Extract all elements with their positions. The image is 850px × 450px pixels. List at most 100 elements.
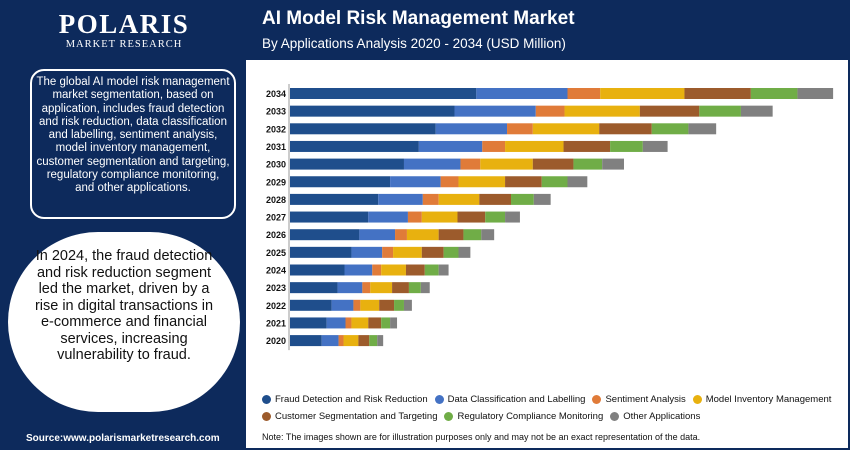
logo-main-text: POLARIS	[58, 9, 190, 39]
bar-segment	[377, 335, 384, 347]
bar-segment	[382, 246, 394, 258]
bar-segment	[362, 282, 371, 294]
bar-segment	[438, 229, 464, 241]
bar-segment	[390, 317, 398, 329]
bar-segment	[610, 140, 643, 152]
bar-segment	[438, 264, 449, 276]
bar-segment	[403, 158, 461, 170]
bar-segment	[563, 140, 611, 152]
legend-swatch	[262, 412, 271, 421]
bar-segment	[507, 123, 533, 135]
chart-legend: Fraud Detection and Risk Reduction Data C…	[262, 391, 842, 425]
bar-segment	[345, 317, 352, 329]
y-tick-label: 2034	[266, 89, 286, 99]
y-tick-label: 2020	[266, 336, 286, 346]
bar-segment	[359, 229, 396, 241]
stacked-bar-chart: 2034 2033 2032 2031 2030 2029 2028 2027 2026 2025…	[266, 84, 834, 351]
bar-segment	[481, 229, 495, 241]
bar-segment	[479, 193, 511, 205]
bar-segment	[420, 282, 430, 294]
bar-segment	[403, 299, 412, 311]
legend-item: Fraud Detection and Risk Reduction	[262, 391, 428, 408]
legend-item: Regulatory Compliance Monitoring	[444, 408, 603, 425]
bar-segment	[505, 140, 564, 152]
legend-swatch	[592, 395, 602, 404]
bar-segment	[408, 282, 421, 294]
y-tick-label: 2032	[266, 124, 286, 134]
y-tick-label: 2021	[266, 318, 286, 328]
bar-segment	[390, 176, 441, 188]
chart-subtitle: By Applications Analysis 2020 - 2034 (US…	[262, 36, 566, 51]
y-tick-label: 2024	[266, 266, 286, 276]
bar-segment	[485, 211, 506, 223]
bar-segment	[338, 335, 344, 347]
bar-segment	[480, 158, 533, 170]
bar-segment	[290, 140, 419, 152]
polaris-logo: POLARIS MARKET RESEARCH	[2, 10, 246, 51]
bar-segment	[421, 211, 458, 223]
bar-segment	[458, 246, 471, 258]
bar-segment	[797, 88, 834, 99]
legend-swatch	[444, 412, 454, 421]
bar-segment	[290, 123, 436, 135]
bar-segment	[435, 123, 508, 135]
bar-segment	[602, 158, 624, 170]
y-tick-label: 2026	[266, 230, 286, 240]
bar-segment	[393, 246, 422, 258]
bar-segment	[564, 105, 640, 117]
bar-segment	[567, 88, 601, 99]
bar-segment	[369, 335, 378, 347]
highlight-box: In 2024, the fraud detection and risk re…	[8, 232, 240, 412]
legend-item: Data Classification and Labelling	[434, 391, 585, 408]
bar-segment	[454, 105, 536, 117]
y-tick-label: 2023	[266, 283, 286, 293]
bar-segment	[541, 176, 568, 188]
bar-segment	[343, 335, 359, 347]
legend-item: Model Inventory Management	[692, 391, 832, 408]
bar-segment	[438, 193, 480, 205]
bar-segment	[381, 317, 391, 329]
bar-segment	[482, 140, 506, 152]
bar-segment	[688, 123, 717, 135]
legend-item: Sentiment Analysis	[592, 391, 686, 408]
y-tick-label: 2027	[266, 213, 286, 223]
bar-segment	[599, 123, 652, 135]
bar-segment	[379, 299, 395, 311]
legend-item: Customer Segmentation and Targeting	[262, 408, 437, 425]
legend-label: Other Applications	[623, 411, 701, 422]
bar-segment	[358, 335, 370, 347]
bar-segment	[505, 176, 542, 188]
bar-segment	[440, 176, 459, 188]
bar-segment	[421, 246, 444, 258]
y-tick-label: 2022	[266, 301, 286, 311]
bar-segment	[290, 317, 327, 329]
bar-segment	[407, 211, 422, 223]
bar-segment	[395, 229, 407, 241]
y-tick-label: 2031	[266, 142, 286, 152]
bar-segment	[290, 282, 338, 294]
legend-swatch	[262, 395, 271, 404]
bar-segment	[290, 211, 369, 223]
bar-segment	[505, 211, 520, 223]
bar-segment	[378, 193, 423, 205]
bar-segment	[372, 264, 382, 276]
bar-segment	[422, 193, 439, 205]
bar-segment	[290, 299, 332, 311]
bar-segment	[290, 264, 345, 276]
bar-segment	[368, 317, 382, 329]
bar-segment	[353, 299, 361, 311]
bar-segment	[290, 88, 477, 99]
bar-segment	[750, 88, 798, 99]
chart-title: AI Model Risk Management Market	[262, 8, 575, 29]
legend-label: Model Inventory Management	[705, 394, 832, 405]
y-tick-label: 2033	[266, 107, 286, 117]
bar-segment	[463, 229, 482, 241]
legend-label: Regulatory Compliance Monitoring	[457, 411, 604, 422]
y-tick-label: 2025	[266, 248, 286, 258]
legend-swatch	[610, 412, 620, 421]
bar-segment	[740, 105, 773, 117]
chart-header: AI Model Risk Management Market By Appli…	[246, 2, 848, 60]
bar-segment	[370, 282, 393, 294]
bar-segment	[290, 158, 404, 170]
